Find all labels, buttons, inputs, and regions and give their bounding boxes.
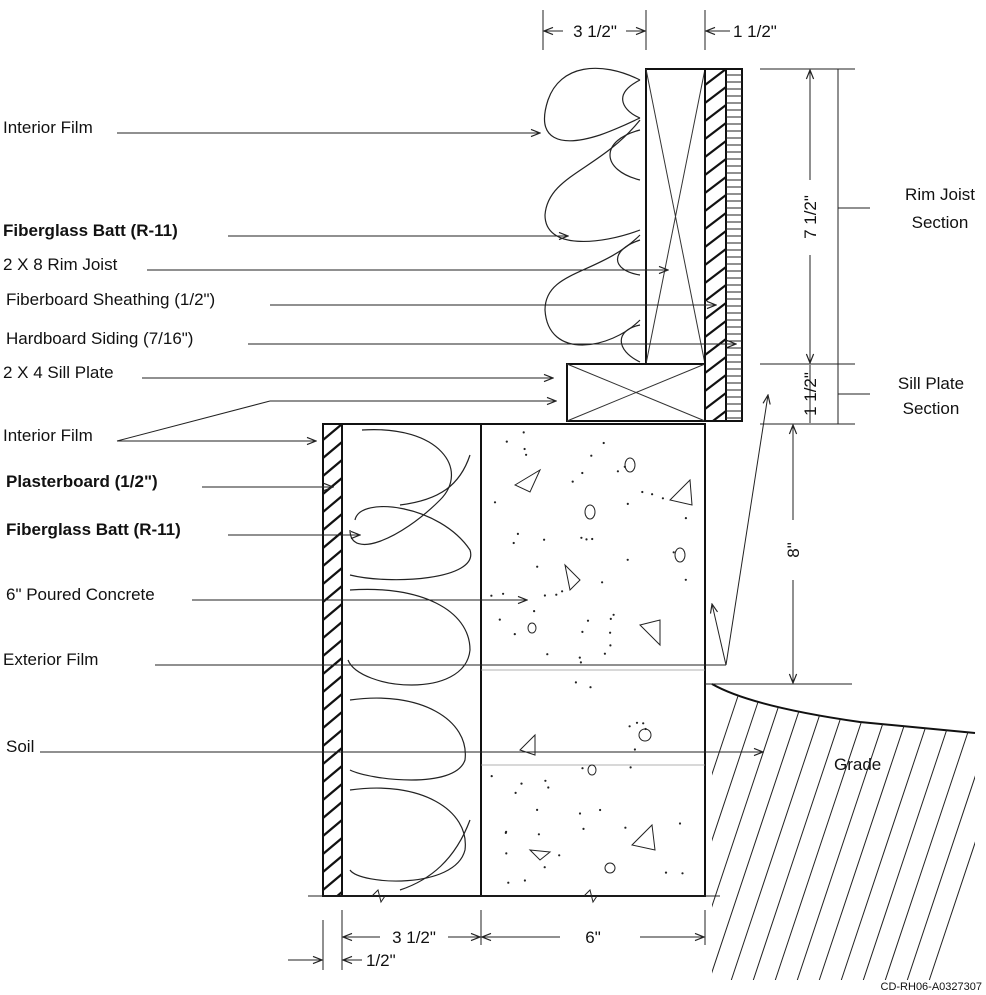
dim-plasterboard-width: 1/2"	[366, 951, 396, 970]
fiberglass-batt-top	[543, 67, 641, 363]
dimension-lines	[288, 10, 870, 970]
dim-top-siding-width: 1 1/2"	[733, 22, 777, 41]
label-rim-joist: 2 X 8 Rim Joist	[3, 255, 118, 274]
label-sill-plate: 2 X 4 Sill Plate	[3, 363, 114, 382]
dim-above-grade: 8"	[784, 542, 803, 558]
label-grade: Grade	[834, 755, 881, 774]
label-interior-film-bottom: Interior Film	[3, 426, 93, 445]
section-sill-plate-line1: Sill Plate	[898, 374, 964, 393]
fiberboard-sheathing	[704, 68, 727, 422]
dim-sill-height: 1 1/2"	[801, 372, 820, 416]
dim-concrete-width: 6"	[585, 928, 601, 947]
section-rim-joist-line2: Section	[912, 213, 969, 232]
leader-lines	[40, 133, 768, 752]
label-plasterboard: Plasterboard (1/2")	[6, 472, 158, 491]
label-fiberglass-batt-top: Fiberglass Batt (R-11)	[3, 221, 178, 240]
label-poured-concrete: 6" Poured Concrete	[6, 585, 155, 604]
label-interior-film-top: Interior Film	[3, 118, 93, 137]
label-fiberglass-batt-bottom: Fiberglass Batt (R-11)	[6, 520, 181, 539]
poured-concrete	[342, 423, 706, 897]
dim-rim-height: 7 1/2"	[801, 195, 820, 239]
label-fiberboard-sheathing: Fiberboard Sheathing (1/2")	[6, 290, 215, 309]
label-hardboard-siding: Hardboard Siding (7/16")	[6, 329, 193, 348]
dim-top-batt-width: 3 1/2"	[573, 22, 617, 41]
rim-joist	[645, 68, 706, 365]
label-exterior-film: Exterior Film	[3, 650, 98, 669]
section-sill-plate-line2: Section	[903, 399, 960, 418]
grade-soil	[705, 683, 976, 980]
sill-plate	[566, 363, 706, 422]
drawing-code: CD-RH06-A0327307	[881, 981, 983, 993]
break-marks	[308, 889, 720, 904]
hardboard-siding	[725, 68, 743, 422]
fiberglass-batt-bottom	[341, 423, 482, 897]
label-soil: Soil	[6, 737, 34, 756]
dim-bottom-batt-width: 3 1/2"	[392, 928, 436, 947]
section-rim-joist-line1: Rim Joist	[905, 185, 975, 204]
plasterboard	[322, 423, 343, 897]
